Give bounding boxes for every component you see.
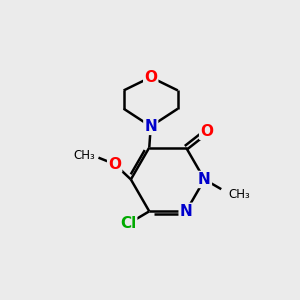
Text: O: O bbox=[108, 157, 121, 172]
Text: O: O bbox=[144, 70, 157, 85]
Text: N: N bbox=[198, 172, 211, 187]
Text: O: O bbox=[200, 124, 213, 139]
Text: N: N bbox=[180, 204, 192, 219]
Text: Cl: Cl bbox=[120, 216, 136, 231]
Text: CH₃: CH₃ bbox=[228, 188, 250, 201]
Text: CH₃: CH₃ bbox=[73, 149, 95, 162]
Text: N: N bbox=[144, 119, 157, 134]
